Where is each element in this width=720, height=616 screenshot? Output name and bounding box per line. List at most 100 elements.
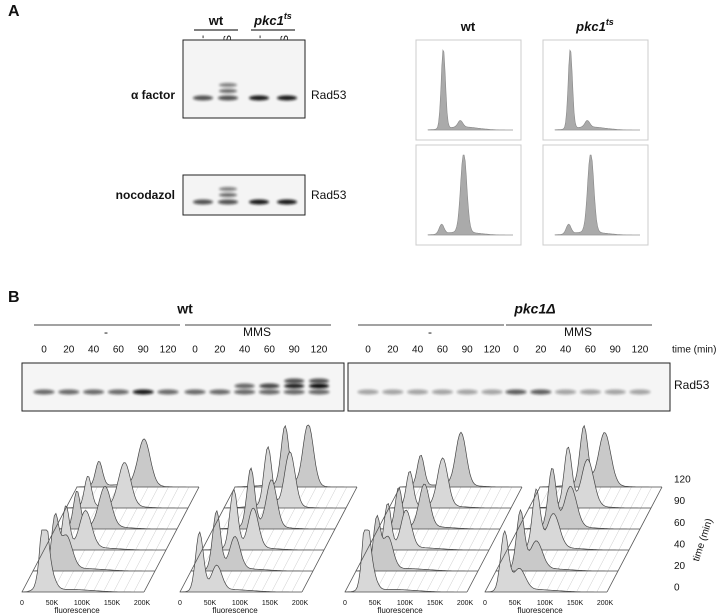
x-tick-label: 100K bbox=[232, 600, 249, 607]
rule bbox=[566, 486, 622, 593]
strain-name: wt bbox=[176, 301, 193, 317]
treatment-label: MMS bbox=[564, 325, 592, 339]
rule bbox=[143, 486, 200, 593]
band bbox=[209, 389, 231, 395]
x-tick-label: 200K bbox=[597, 600, 614, 607]
band bbox=[555, 389, 577, 395]
strain-name: wt bbox=[208, 13, 224, 28]
time-label: 90 bbox=[289, 345, 301, 356]
time-label: 20 bbox=[535, 345, 547, 356]
time-label: 90 bbox=[138, 345, 150, 356]
treatment-label: - bbox=[428, 325, 432, 339]
band bbox=[309, 383, 329, 389]
time-tick-label: 40 bbox=[674, 539, 686, 550]
time-label: 0 bbox=[513, 345, 519, 356]
band bbox=[218, 199, 238, 205]
rule bbox=[576, 486, 632, 593]
flow-box bbox=[415, 39, 522, 141]
rule bbox=[123, 486, 179, 593]
flow-histogram bbox=[76, 438, 199, 488]
time-label: 0 bbox=[192, 345, 198, 356]
rule bbox=[271, 486, 327, 593]
band bbox=[218, 95, 238, 101]
band bbox=[249, 199, 269, 205]
band bbox=[579, 389, 601, 395]
band bbox=[277, 95, 297, 101]
time-label: 0 bbox=[41, 345, 47, 356]
time-label: 60 bbox=[264, 345, 276, 356]
time-label: 120 bbox=[160, 345, 177, 356]
band bbox=[219, 89, 237, 93]
rule bbox=[456, 486, 513, 593]
label: B bbox=[8, 289, 20, 306]
band bbox=[234, 383, 255, 389]
treatment-label: - bbox=[104, 325, 108, 339]
rule bbox=[344, 486, 401, 593]
x-tick-label: 150K bbox=[567, 600, 584, 607]
band bbox=[193, 199, 213, 205]
band bbox=[604, 389, 626, 395]
strain-sup: ts bbox=[284, 11, 292, 21]
rule bbox=[113, 486, 169, 593]
time-tick-label: 20 bbox=[674, 561, 686, 572]
lane-label: - bbox=[197, 35, 209, 39]
strain-base: pkc1 bbox=[575, 19, 606, 34]
x-axis-label: fluorescence bbox=[54, 606, 100, 615]
band bbox=[193, 95, 213, 101]
time-label: 120 bbox=[484, 345, 501, 356]
time-label: 40 bbox=[88, 345, 100, 356]
rule bbox=[596, 486, 653, 593]
band bbox=[259, 383, 280, 389]
band bbox=[407, 389, 429, 395]
rule bbox=[261, 486, 317, 593]
band bbox=[83, 389, 105, 395]
rule bbox=[484, 486, 541, 593]
rule bbox=[606, 486, 663, 593]
time-label: 90 bbox=[610, 345, 622, 356]
x-tick-label: 50K bbox=[509, 600, 522, 607]
band bbox=[219, 193, 237, 197]
band bbox=[481, 389, 503, 395]
band bbox=[283, 389, 305, 395]
band bbox=[431, 389, 453, 395]
x-tick-label: 150K bbox=[262, 600, 279, 607]
flow-histogram bbox=[65, 462, 188, 509]
x-tick-label: 50K bbox=[204, 600, 217, 607]
time-unit: time (min) bbox=[672, 345, 716, 356]
time-tick-label: 60 bbox=[674, 518, 686, 529]
band bbox=[277, 199, 297, 205]
band bbox=[234, 389, 256, 395]
time-label: 20 bbox=[214, 345, 226, 356]
rule bbox=[415, 486, 472, 593]
x-tick-label: 50K bbox=[369, 600, 382, 607]
time-label: 60 bbox=[113, 345, 125, 356]
rule bbox=[281, 486, 337, 593]
time-label: 90 bbox=[462, 345, 474, 356]
flow-histogram bbox=[399, 431, 522, 488]
band bbox=[219, 83, 237, 87]
lane-label: - bbox=[254, 35, 266, 39]
condition-label: nocodazol bbox=[116, 188, 175, 202]
rule bbox=[291, 486, 348, 593]
band bbox=[132, 389, 154, 395]
x-tick-label: 150K bbox=[427, 600, 444, 607]
band bbox=[629, 389, 651, 395]
band bbox=[309, 378, 329, 384]
rule bbox=[179, 486, 236, 593]
time-tick-label: 90 bbox=[674, 496, 686, 507]
band bbox=[107, 389, 129, 395]
strain-name: pkc1ts bbox=[253, 11, 292, 28]
band bbox=[33, 389, 55, 395]
band bbox=[308, 389, 330, 395]
x-axis-label: fluorescence bbox=[212, 606, 258, 615]
time-label: 60 bbox=[437, 345, 449, 356]
strain-name: pkc1ts bbox=[575, 17, 614, 34]
flow-box bbox=[542, 39, 649, 141]
time-tick-label: 120 bbox=[674, 475, 691, 486]
band bbox=[530, 389, 552, 395]
treatment-label: MMS bbox=[243, 325, 271, 339]
x-axis-label: fluorescence bbox=[377, 606, 423, 615]
strain-base: wt bbox=[208, 13, 224, 28]
time-label: 20 bbox=[387, 345, 399, 356]
band bbox=[58, 389, 80, 395]
